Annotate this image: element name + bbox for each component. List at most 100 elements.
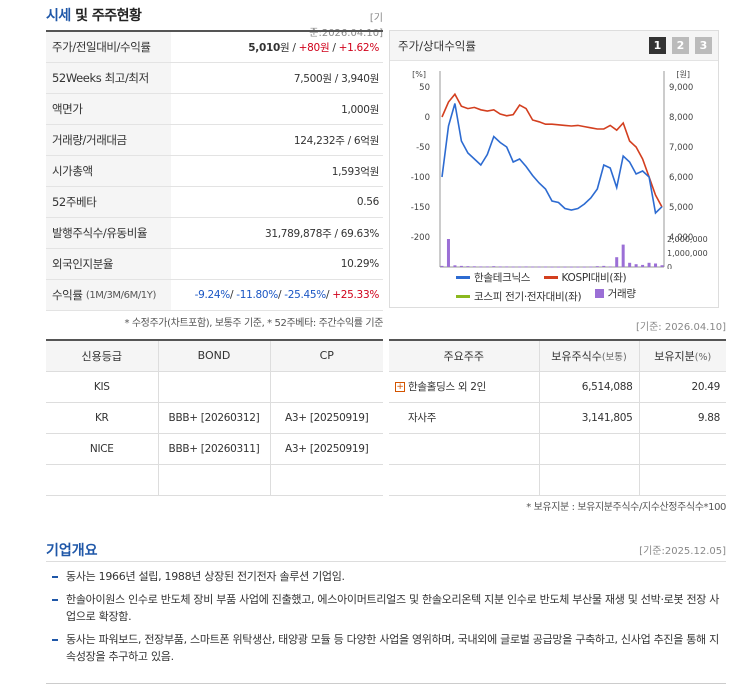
credit-cp: A3+ [20250919] [269,402,383,434]
legend-item: 코스피 전기·전자대비(좌) [456,288,582,304]
chart-panel: 주가/상대수익률 1 2 3 [%] [원] 50 0 -50 -100 -150 -200 9… [389,30,719,308]
legend-swatch [543,275,558,279]
row-label: 52Weeks 최고/최저 [46,63,171,93]
chart-tab-3[interactable]: 3 [695,37,712,54]
price-change: +80 [298,41,321,54]
holder-shares: 6,514,088 [538,371,639,403]
holder-ratio [638,464,726,496]
volume-bar [505,266,509,268]
volume-bar [518,266,522,268]
volume-bar [446,239,450,267]
volume-bar [537,266,541,268]
price-chart: [%] [원] 50 0 -50 -100 -150 -200 9,000 8,000 7,000 6… [411,70,708,269]
header-main: 보유지분 [654,349,695,363]
volume-bar [556,266,560,268]
holder-name: 자사주 [389,402,539,434]
holder-name [389,464,539,496]
chart-tabs: 1 2 3 [649,37,712,54]
volume-bar [608,266,612,268]
credit-agency: NICE [46,433,158,465]
legend-label: 코스피 전기·전자대비(좌) [474,290,582,303]
section-header: 시세 및 주주현황 [46,2,384,28]
market-note: * 수정주가(차트포함), 보통주 기준, * 52주베타: 주간수익률 기준 [124,318,383,329]
row-label: 52주베타 [46,187,171,217]
holders-col-header: 보유주식수(보통) [538,340,639,372]
row-value: 124,232주 / 6억원 [293,134,379,147]
volume-bar [660,265,664,267]
row-label: 액면가 [46,94,171,124]
return-1m: -9.24% [194,289,231,301]
right-axis-tick: 5,000 [669,203,693,213]
legend-swatch [456,275,470,279]
volume-bar [647,262,651,267]
credit-agency [46,464,158,496]
expand-plus-icon[interactable]: + [395,382,405,392]
market-row-foreign: 외국인지분율 10.29% [46,249,383,280]
bullet-dash-icon [52,639,58,641]
market-row-shares: 발행주식수/유동비율 31,789,878주 / 69.63% [46,218,383,249]
table-row [389,433,726,465]
return-6m: -25.45% [284,289,326,301]
credit-col-header: BOND [157,340,270,372]
overview-text: 동사는 1966년 설립, 1988년 상장된 전기전자 솔루션 기업임. [66,570,345,583]
credit-col-header: CP [269,340,383,372]
row-value: 7,500원 / 3,940원 [293,72,379,85]
holder-ratio [638,433,726,465]
legend-label: KOSPI대비(좌) [561,271,627,284]
volume-bar [654,263,658,267]
return-1y: +25.33% [332,289,379,301]
returns-value: -9.24%/ -11.80%/ -25.45%/ +25.33% [194,289,380,301]
overview-date: [기준:2025.12.05] [639,546,726,557]
right-axis-tick: 9,000 [669,83,693,93]
row-value: 1,593억원 [331,165,380,178]
credit-cp: A3+ [20250919] [269,433,383,465]
credit-bond [157,371,270,403]
credit-col-header: 신용등급 [46,340,158,372]
table-row: + 한솔홀딩스 외 2인 6,514,088 20.49 [389,371,726,403]
volume-bar [485,266,489,268]
price-now: 5,010 [248,41,280,54]
table-row: 자사주 3,141,805 9.88 [389,402,726,434]
list-item: 동사는 1966년 설립, 1988년 상장된 전기전자 솔루션 기업임. [46,568,726,585]
sep: / [289,41,299,54]
holder-ratio: 9.88 [638,402,726,434]
holders-table: 주요주주 보유주식수(보통) 보유지분(%) + 한솔홀딩스 외 2인 6,514… [389,339,726,496]
holders-col-header: 주요주주 [389,340,539,372]
holders-col-header: 보유지분(%) [638,340,726,372]
title-part-b: 및 주주현황 [75,8,142,24]
change-unit: 원 [319,41,330,54]
volume-bar [440,265,444,267]
table-row: KIS [46,371,383,403]
volume-bar [595,266,599,267]
chart-tab-2[interactable]: 2 [672,37,689,54]
credit-bond: BBB+ [20260312] [157,402,270,434]
volume-bar [472,266,476,268]
market-row-returns: 수익률 (1M/3M/6M/1Y) -9.24%/ -11.80%/ -25.4… [46,280,383,311]
volume-bar [511,266,515,268]
holder-shares [538,433,639,465]
holders-header-row: 주요주주 보유주식수(보통) 보유지분(%) [389,340,726,372]
row-value: 1,000원 [341,103,379,116]
return-3m: -11.80% [236,289,278,301]
overview-title: 기업개요 [46,542,98,559]
legend-swatch [456,294,470,298]
volume-bar [634,264,638,267]
volume-bar [479,266,483,268]
row-value: 31,789,878주 / 69.63% [264,227,379,240]
price-return: +1.62% [338,41,380,54]
credit-bond: BBB+ [20260311] [157,433,270,465]
credit-bond [157,464,270,496]
chart-panel-header: 주가/상대수익률 1 2 3 [390,31,718,61]
legend-swatch [594,288,604,298]
legend-item: 거래량 [594,285,636,301]
returns-label: 수익률 [52,288,83,302]
chart-legend: 한솔테크닉스 KOSPI대비(좌) 코스피 전기·전자대비(좌) 거래량 [456,269,718,304]
volume-bar [531,266,535,268]
price-value: 5,010원 / +80원 / +1.62% [171,40,383,55]
row-label: 발행주식수/유동비율 [46,218,171,248]
header-sub: (%) [694,351,712,363]
title-part-a: 시세 [46,8,71,24]
row-value: 10.29% [340,258,380,270]
chart-tab-1[interactable]: 1 [649,37,666,54]
holder-name[interactable]: + 한솔홀딩스 외 2인 [389,371,539,403]
